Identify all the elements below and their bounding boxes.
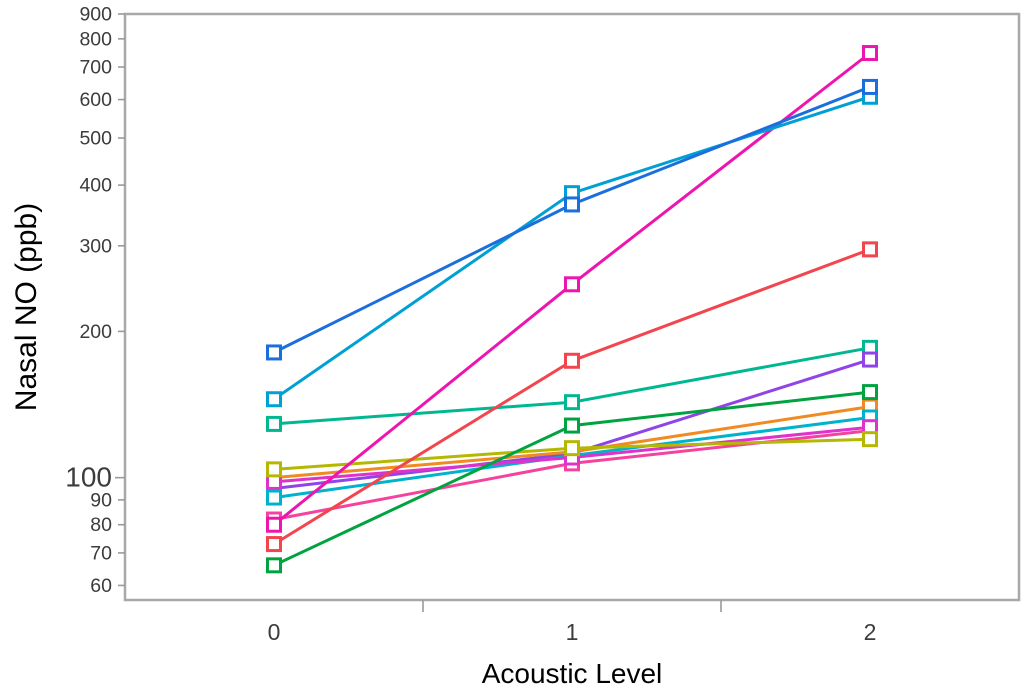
data-point-marker-subject-11-x1 [564, 352, 580, 369]
data-point-marker-subject-1-x1 [564, 196, 580, 213]
data-point-marker-subject-10-x2 [862, 45, 878, 62]
y-tick-label: 80 [90, 514, 112, 536]
y-tick-label: 100 [65, 462, 112, 493]
data-point-marker-subject-3-x0 [266, 415, 282, 432]
data-point-marker-subject-4-x1 [564, 440, 580, 457]
y-tick-label: 60 [90, 575, 112, 597]
y-axis-title: Nasal NO (ppb) [10, 202, 43, 412]
data-point-marker-subject-4-x0 [266, 461, 282, 478]
y-tick-label: 700 [79, 57, 112, 79]
data-point-marker-subject-1-x0 [266, 344, 282, 361]
data-point-marker-subject-12-x0 [266, 557, 282, 574]
data-point-marker-subject-12-x1 [564, 417, 580, 434]
x-tick-label: 2 [864, 619, 877, 645]
data-point-marker-subject-8-x0 [266, 489, 282, 506]
y-tick-label: 500 [79, 128, 112, 150]
data-point-marker-subject-2-x0 [266, 391, 282, 408]
data-point-marker-subject-4-x2 [862, 431, 878, 448]
y-tick-label: 70 [90, 542, 112, 564]
x-axis-title: Acoustic Level [481, 658, 663, 689]
data-point-marker-subject-11-x2 [862, 241, 878, 258]
x-tick-label: 0 [268, 619, 281, 645]
y-tick-label: 900 [79, 4, 112, 26]
data-point-marker-subject-7-x2 [862, 351, 878, 368]
data-point-marker-subject-3-x1 [564, 394, 580, 411]
y-tick-label: 800 [79, 28, 112, 50]
data-point-marker-subject-1-x2 [862, 78, 878, 95]
y-tick-label: 600 [79, 89, 112, 111]
plot-frame [123, 12, 1021, 602]
data-point-marker-subject-10-x0 [266, 516, 282, 533]
data-point-marker-subject-10-x1 [564, 276, 580, 293]
data-point-marker-subject-11-x0 [266, 536, 282, 553]
data-point-marker-subject-12-x2 [862, 384, 878, 401]
x-tick-label: 1 [566, 619, 579, 645]
y-tick-label: 400 [79, 175, 112, 197]
y-tick-label: 300 [79, 235, 112, 257]
y-tick-label: 200 [79, 321, 112, 343]
y-tick-label: 90 [90, 489, 112, 511]
